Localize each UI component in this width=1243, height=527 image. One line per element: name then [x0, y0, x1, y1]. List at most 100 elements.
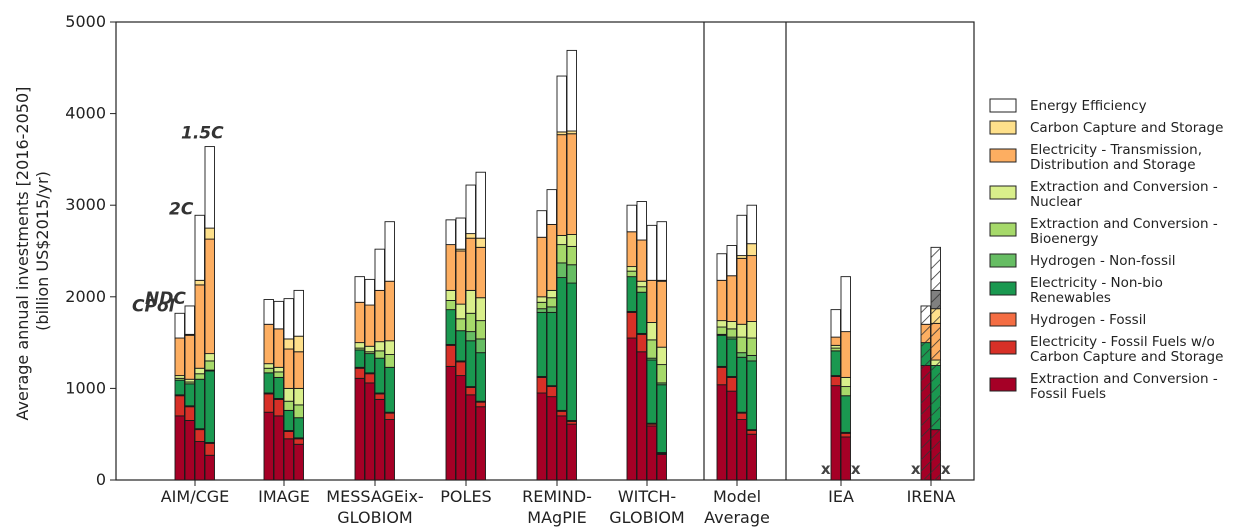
- y-tick-label: 4000: [65, 104, 106, 123]
- bar-segment-extraction-and-conversion-nuclear: [626, 266, 637, 272]
- bar-segment-extraction-and-conversion-nuclear: [656, 346, 667, 366]
- bar-segment-energy-efficiency: [840, 276, 851, 333]
- bar-segment-energy-efficiency: [726, 245, 737, 277]
- bar-segment-extraction-and-conversion-fossil-fuels: [840, 436, 851, 481]
- bar-segment-extraction-and-conversion-nuclear: [566, 234, 577, 247]
- bar-segment-extraction-and-conversion-fossil-fuels: [726, 390, 737, 481]
- bar-segment-electricity-transmission-distribution-and-storage: [536, 236, 547, 298]
- bar-segment-energy-efficiency: [283, 298, 294, 340]
- bar-segment-electricity-fossil-fuels-w-o-carbon-capture-and-storage: [636, 333, 647, 353]
- missing-data-mark: x: [941, 460, 951, 478]
- bar-segment-electricity-non-bio-renewables: [204, 370, 215, 443]
- bar-hatch: [921, 305, 931, 325]
- bar-segment-electricity-transmission-distribution-and-storage: [174, 337, 185, 377]
- y-axis-label: Average annual investments [2016-2050] (…: [13, 82, 52, 421]
- bar-segment-extraction-and-conversion-fossil-fuels: [283, 438, 294, 481]
- bar-segment-energy-efficiency: [626, 204, 637, 233]
- legend-item-carbon-capture-and-storage: Carbon Capture and Storage: [989, 120, 1223, 136]
- y-tick-label: 0: [96, 470, 106, 489]
- bar-segment-extraction-and-conversion-bioenergy: [746, 337, 757, 356]
- bar-segment-electricity-transmission-distribution-and-storage: [465, 237, 476, 291]
- bar-segment-electricity-transmission-distribution-and-storage: [746, 255, 757, 322]
- bar-segment-electricity-fossil-fuels-w-o-carbon-capture-and-storage: [465, 387, 476, 396]
- legend-label: Energy Efficiency: [1030, 98, 1147, 114]
- legend-swatch: [989, 120, 1017, 135]
- bar-hatch: [931, 290, 941, 309]
- bar-segment-hydrogen-non-fossil: [746, 354, 757, 362]
- bar-segment-energy-efficiency: [273, 300, 284, 330]
- legend-item-electricity-fossil-fuels-w-o-carbon-capture-and-storage: Electricity - Fossil Fuels w/o Carbon Cap…: [989, 334, 1223, 365]
- bar-segment-extraction-and-conversion-nuclear: [465, 289, 476, 314]
- bar-segment-electricity-transmission-distribution-and-storage: [354, 301, 365, 344]
- bar-segment-energy-efficiency: [384, 221, 395, 282]
- bar-segment-electricity-fossil-fuels-w-o-carbon-capture-and-storage: [546, 386, 557, 398]
- bar-segment-electricity-fossil-fuels-w-o-carbon-capture-and-storage: [263, 393, 274, 413]
- bar-segment-extraction-and-conversion-nuclear: [536, 296, 547, 303]
- legend: Energy Efficiency Carbon Capture and Stor…: [989, 98, 1223, 402]
- bar-segment-extraction-and-conversion-nuclear: [556, 234, 567, 246]
- bar-segment-electricity-fossil-fuels-w-o-carbon-capture-and-storage: [273, 398, 284, 417]
- bar-segment-extraction-and-conversion-bioenergy: [384, 354, 395, 368]
- bar-segment-extraction-and-conversion-fossil-fuels: [475, 406, 486, 481]
- legend-label: Electricity - Transmission, Distribution …: [1030, 142, 1202, 173]
- bar-segment-extraction-and-conversion-nuclear: [455, 303, 466, 320]
- bar-segment-electricity-transmission-distribution-and-storage: [556, 134, 567, 236]
- bar-segment-electricity-transmission-distribution-and-storage: [646, 279, 657, 323]
- bar-segment-energy-efficiency: [455, 217, 466, 250]
- bar-segment-energy-efficiency: [445, 219, 456, 246]
- bar-segment-extraction-and-conversion-bioenergy: [840, 386, 851, 397]
- legend-item-extraction-and-conversion-nuclear: Extraction and Conversion -Nuclear: [989, 179, 1218, 210]
- bar-hatch: [931, 323, 941, 361]
- bar-segment-carbon-capture-and-storage: [283, 338, 294, 350]
- bar-segment-extraction-and-conversion-fossil-fuels: [364, 382, 375, 481]
- legend-label: Carbon Capture and Storage: [1030, 120, 1223, 136]
- bar-segment-extraction-and-conversion-bioenergy: [726, 328, 737, 338]
- bar-segment-extraction-and-conversion-nuclear: [546, 289, 557, 299]
- bar-segment-extraction-and-conversion-bioenergy: [273, 371, 284, 378]
- bar-segment-extraction-and-conversion-nuclear: [746, 321, 757, 339]
- bar-hatch: [931, 360, 941, 366]
- bar-segment-extraction-and-conversion-fossil-fuels: [830, 385, 841, 481]
- bar-segment-electricity-non-bio-renewables: [716, 334, 727, 367]
- bar-segment-energy-efficiency: [636, 201, 647, 241]
- bar-segment-extraction-and-conversion-nuclear: [374, 341, 385, 352]
- bar-segment-extraction-and-conversion-bioenergy: [546, 297, 557, 308]
- bar-segment-electricity-fossil-fuels-w-o-carbon-capture-and-storage: [455, 361, 466, 377]
- bar-segment-extraction-and-conversion-nuclear: [354, 342, 365, 349]
- legend-label: Hydrogen - Non-fossil: [1030, 253, 1175, 269]
- bar-segment-energy-efficiency: [465, 184, 476, 235]
- legend-label: Electricity - Non-bio Renewables: [1030, 275, 1163, 306]
- bar-segment-electricity-fossil-fuels-w-o-carbon-capture-and-storage: [626, 311, 637, 339]
- bar-segment-extraction-and-conversion-bioenergy: [636, 286, 647, 293]
- bar-segment-electricity-transmission-distribution-and-storage: [840, 331, 851, 378]
- legend-item-electricity-non-bio-renewables: Electricity - Non-bio Renewables: [989, 275, 1163, 306]
- bar-segment-electricity-non-bio-renewables: [455, 330, 466, 362]
- bar-segment-energy-efficiency: [646, 224, 657, 281]
- bar-segment-electricity-non-bio-renewables: [364, 353, 375, 374]
- bar-segment-hydrogen-non-fossil: [736, 352, 747, 358]
- bar-segment-extraction-and-conversion-fossil-fuels: [455, 375, 466, 481]
- bar-hatch: [931, 365, 941, 430]
- bar-segment-electricity-non-bio-renewables: [354, 349, 365, 368]
- bar-segment-electricity-fossil-fuels-w-o-carbon-capture-and-storage: [830, 376, 841, 387]
- bar-segment-extraction-and-conversion-bioenergy: [566, 245, 577, 266]
- bar-segment-electricity-transmission-distribution-and-storage: [273, 328, 284, 368]
- bar-segment-electricity-transmission-distribution-and-storage: [283, 348, 294, 389]
- bar-segment-energy-efficiency: [546, 189, 557, 225]
- bar-segment-electricity-fossil-fuels-w-o-carbon-capture-and-storage: [736, 412, 747, 420]
- bar-segment-electricity-transmission-distribution-and-storage: [475, 246, 486, 299]
- bar-segment-extraction-and-conversion-bioenergy: [646, 339, 657, 359]
- bar-segment-extraction-and-conversion-fossil-fuels: [736, 419, 747, 481]
- bar-segment-electricity-fossil-fuels-w-o-carbon-capture-and-storage: [840, 432, 851, 438]
- bar-segment-electricity-transmission-distribution-and-storage: [830, 336, 841, 346]
- legend-swatch: [989, 98, 1017, 113]
- bar-segment-energy-efficiency: [263, 299, 274, 325]
- bar-segment-extraction-and-conversion-nuclear: [726, 321, 737, 330]
- bar-segment-electricity-non-bio-renewables: [293, 417, 304, 439]
- bar-hatch: [921, 365, 931, 480]
- bar-segment-extraction-and-conversion-nuclear: [283, 387, 294, 402]
- legend-label: Extraction and Conversion -Bioenergy: [1030, 216, 1218, 247]
- x-tick-label: WITCH-GLOBIOM: [609, 487, 684, 527]
- bar-segment-energy-efficiency: [293, 289, 304, 337]
- bar-segment-electricity-fossil-fuels-w-o-carbon-capture-and-storage: [354, 367, 365, 379]
